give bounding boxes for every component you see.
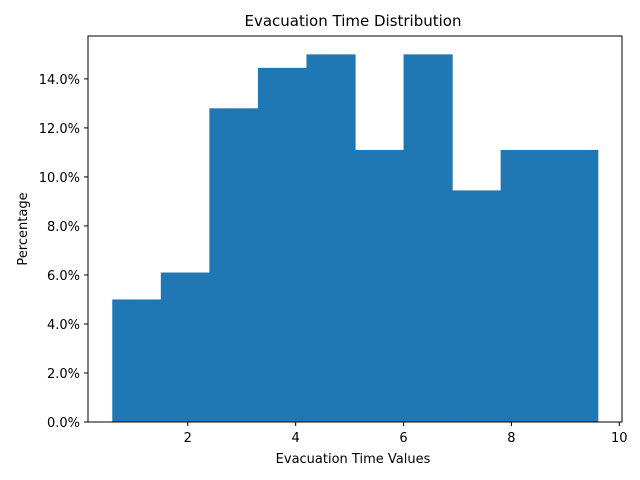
histogram-bar <box>112 299 162 422</box>
x-tick-label: 10 <box>611 431 628 446</box>
histogram-bar <box>160 272 210 422</box>
y-tick-label: 8.0% <box>47 220 80 235</box>
plot-frame <box>87 35 623 423</box>
y-tick-label: 4.0% <box>47 318 80 333</box>
x-tick-label: 8 <box>507 431 515 446</box>
y-tick-label: 12.0% <box>39 122 80 137</box>
y-tick-label: 14.0% <box>39 73 80 88</box>
histogram-bar <box>500 149 550 422</box>
histogram-bar <box>549 149 599 422</box>
x-axis-ticks: 2 4 6 8 10 <box>184 422 628 446</box>
x-axis-label: Evacuation Time Values <box>276 452 431 467</box>
y-axis-ticks: 0.0% 2.0% 4.0% 6.0% 8.0% 10.0% 12.0% 14.0% <box>39 73 88 431</box>
y-axis-label: Percentage <box>16 192 31 265</box>
y-tick-label: 0.0% <box>47 416 80 431</box>
chart-title: Evacuation Time Distribution <box>245 12 462 30</box>
y-tick-label: 6.0% <box>47 269 80 284</box>
x-tick-label: 4 <box>292 431 300 446</box>
x-tick-label: 2 <box>184 431 192 446</box>
y-tick-label: 10.0% <box>39 171 80 186</box>
histogram-bar <box>452 190 502 422</box>
bars-group <box>112 54 599 423</box>
histogram-bar <box>355 149 405 422</box>
histogram-bar <box>306 54 356 422</box>
histogram-bar <box>209 108 259 423</box>
histogram-bar <box>257 67 308 422</box>
x-tick-label: 6 <box>399 431 407 446</box>
y-tick-label: 2.0% <box>47 367 80 382</box>
histogram-bar <box>403 54 453 422</box>
